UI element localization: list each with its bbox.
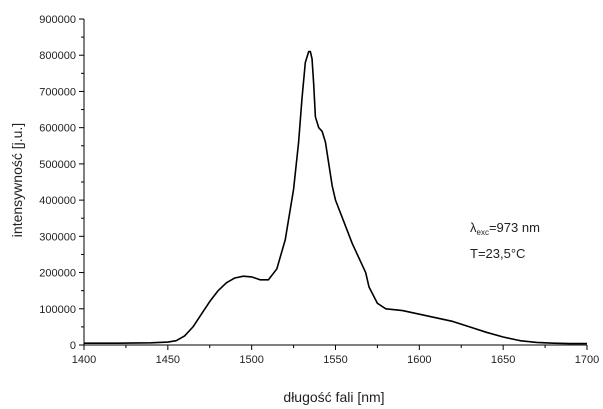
x-tick-label: 1400 [72,354,96,366]
x-axis-title: długość fali [nm] [283,389,384,405]
emission-spectrum-line [84,50,587,345]
x-tick-label: 1450 [156,354,180,366]
lambda-symbol: λ [470,220,477,235]
y-tick-label: 800000 [39,50,76,62]
axis-ticks: 1400 1450 1500 1550 1600 1650 1700 0 100000 20000… [39,14,599,366]
x-tick-label: 1650 [491,354,515,366]
x-tick-label: 1700 [575,354,599,366]
series-layer [84,50,587,345]
y-tick-label: 400000 [39,195,76,207]
y-tick-label: 100000 [39,304,76,316]
x-tick-label: 1600 [407,354,431,366]
y-tick-label: 500000 [39,159,76,171]
x-tick-label: 1550 [323,354,347,366]
y-tick-label: 300000 [39,231,76,243]
plot-frame [83,19,587,346]
y-tick-label: 700000 [39,86,76,98]
temperature-annotation: T=23,5°C [470,246,525,261]
excitation-wavelength-annotation: λexc=973 nm [470,220,540,237]
y-tick-label: 0 [70,340,76,352]
y-tick-label: 900000 [39,14,76,26]
y-axis-title: intensywność [j.u.] [9,123,25,237]
lambda-value: =973 nm [489,220,540,235]
y-tick-label: 200000 [39,268,76,280]
lambda-subscript: exc [477,228,489,237]
y-tick-label: 600000 [39,123,76,135]
x-tick-label: 1500 [239,354,263,366]
